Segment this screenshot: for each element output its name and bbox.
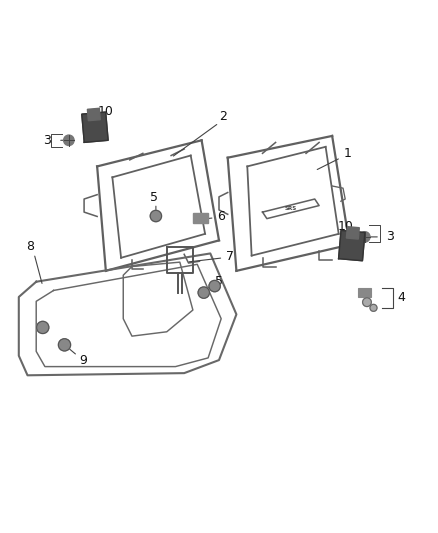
Text: 3: 3 [43, 134, 51, 147]
Text: 6: 6 [217, 211, 225, 223]
Polygon shape [346, 227, 359, 239]
Text: 7: 7 [226, 251, 234, 263]
Text: 4: 4 [397, 292, 405, 304]
Bar [193, 213, 208, 223]
Polygon shape [88, 108, 100, 120]
Text: 9: 9 [79, 354, 87, 367]
Text: 10: 10 [338, 220, 354, 233]
Circle shape [58, 339, 71, 351]
Text: 8: 8 [26, 240, 34, 253]
Circle shape [360, 232, 370, 242]
Text: 10: 10 [98, 104, 114, 118]
Bar [358, 288, 371, 297]
Circle shape [198, 287, 209, 298]
Circle shape [150, 211, 162, 222]
Circle shape [64, 135, 74, 146]
Text: 3: 3 [386, 230, 394, 244]
Circle shape [37, 321, 49, 334]
Text: 2: 2 [219, 110, 227, 123]
Circle shape [370, 304, 377, 311]
Polygon shape [82, 112, 108, 142]
Circle shape [363, 298, 371, 306]
Polygon shape [339, 230, 365, 261]
Circle shape [209, 280, 220, 292]
Text: 5: 5 [215, 275, 223, 288]
Text: 5: 5 [150, 191, 158, 204]
Text: 1: 1 [343, 147, 351, 160]
Text: SRS: SRS [285, 206, 297, 211]
